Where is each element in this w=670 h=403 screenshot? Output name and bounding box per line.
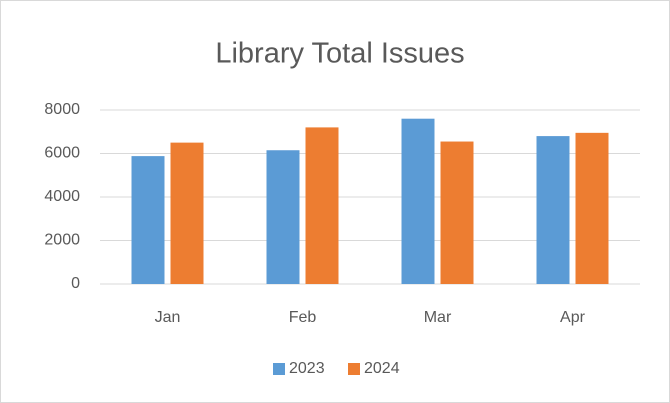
- bar: [305, 127, 339, 285]
- x-tick-label: Feb: [289, 309, 317, 326]
- legend-swatch: [348, 363, 360, 375]
- legend-swatch: [273, 363, 285, 375]
- legend-label: 2024: [364, 360, 400, 377]
- bar: [131, 156, 165, 284]
- bar: [440, 141, 474, 284]
- legend-label: 2023: [289, 360, 325, 377]
- bar: [170, 142, 204, 284]
- y-tick-label: 8000: [44, 101, 80, 118]
- bar: [575, 132, 609, 284]
- y-tick-label: 0: [71, 275, 80, 292]
- bar: [536, 136, 570, 284]
- y-tick-label: 6000: [44, 145, 80, 162]
- chart-title: Library Total Issues: [215, 38, 464, 70]
- y-tick-label: 2000: [44, 232, 80, 249]
- x-tick-label: Mar: [424, 309, 452, 326]
- x-tick-label: Jan: [155, 309, 181, 326]
- y-tick-label: 4000: [44, 188, 80, 205]
- bar: [401, 118, 435, 284]
- x-tick-label: Apr: [560, 309, 586, 326]
- bar: [266, 150, 300, 284]
